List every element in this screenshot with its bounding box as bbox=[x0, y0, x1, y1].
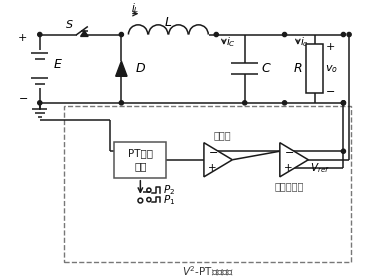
Text: $R$: $R$ bbox=[293, 62, 302, 75]
Circle shape bbox=[119, 32, 124, 37]
Bar bbox=[307, 44, 323, 93]
Text: $E$: $E$ bbox=[53, 59, 63, 71]
Text: $V_{ref}$: $V_{ref}$ bbox=[310, 161, 330, 175]
Polygon shape bbox=[81, 31, 88, 36]
Circle shape bbox=[214, 32, 218, 37]
Text: PT控制: PT控制 bbox=[128, 148, 153, 158]
Circle shape bbox=[38, 101, 42, 105]
Circle shape bbox=[283, 32, 287, 37]
Circle shape bbox=[38, 32, 42, 37]
Text: +: + bbox=[325, 42, 335, 52]
Text: $S$: $S$ bbox=[65, 18, 74, 30]
Circle shape bbox=[283, 101, 287, 105]
Text: $P_1$: $P_1$ bbox=[163, 193, 176, 207]
Text: $i_C$: $i_C$ bbox=[226, 35, 236, 49]
Text: $-$: $-$ bbox=[208, 146, 218, 156]
Polygon shape bbox=[280, 143, 308, 177]
Text: $P_2$: $P_2$ bbox=[163, 183, 175, 197]
Polygon shape bbox=[116, 61, 127, 76]
Text: $i_o$: $i_o$ bbox=[300, 35, 309, 49]
Circle shape bbox=[341, 101, 346, 105]
Text: $L$: $L$ bbox=[164, 16, 173, 29]
Circle shape bbox=[347, 32, 351, 37]
Text: $-$: $-$ bbox=[18, 92, 28, 102]
Circle shape bbox=[243, 101, 247, 105]
Text: +: + bbox=[284, 163, 292, 173]
Text: $D$: $D$ bbox=[135, 62, 146, 75]
Circle shape bbox=[341, 32, 346, 37]
Text: 误差放大器: 误差放大器 bbox=[275, 181, 304, 191]
Text: $i_L$: $i_L$ bbox=[131, 1, 139, 15]
Text: $-$: $-$ bbox=[284, 146, 294, 156]
Text: $-$: $-$ bbox=[325, 85, 336, 95]
Bar bbox=[64, 106, 351, 262]
Circle shape bbox=[341, 149, 346, 153]
Polygon shape bbox=[204, 143, 232, 177]
Text: 比较器: 比较器 bbox=[213, 130, 231, 140]
Circle shape bbox=[119, 101, 124, 105]
Text: $V^2$-PT控制电路: $V^2$-PT控制电路 bbox=[182, 264, 234, 278]
Circle shape bbox=[341, 101, 346, 105]
Bar bbox=[114, 142, 166, 178]
Text: $C$: $C$ bbox=[261, 62, 272, 75]
Text: 电路: 电路 bbox=[134, 161, 146, 171]
Text: +: + bbox=[18, 33, 27, 43]
Text: $v_o$: $v_o$ bbox=[325, 63, 338, 74]
Text: +: + bbox=[208, 163, 216, 173]
